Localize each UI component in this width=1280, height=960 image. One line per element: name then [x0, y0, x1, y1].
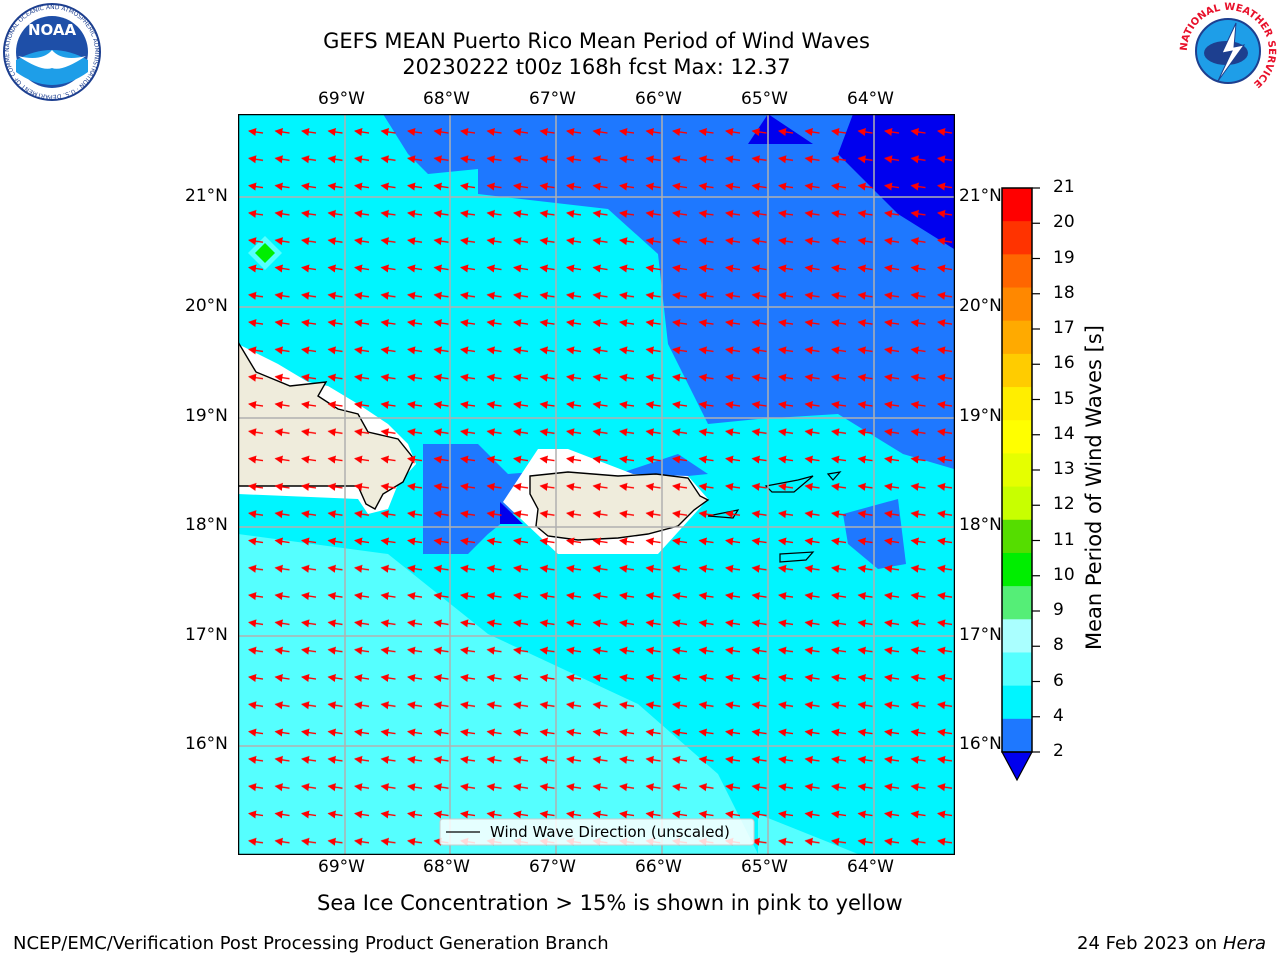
lon-label-top: 64°W: [847, 89, 894, 109]
colorbar-cell: [1002, 287, 1032, 322]
map-grid: [238, 114, 954, 854]
lon-label-bottom: 66°W: [635, 857, 682, 877]
colorbar-tick-label: 10: [1053, 564, 1075, 585]
lon-label-bottom: 68°W: [423, 857, 470, 877]
lon-label-top: 68°W: [423, 89, 470, 109]
lat-label-left: 21°N: [185, 186, 228, 206]
lon-label-top: 69°W: [318, 89, 365, 109]
lat-label-right: 21°N: [959, 186, 1002, 206]
colorbar-tick-label: 11: [1053, 529, 1075, 550]
colorbar-cell: [1002, 387, 1032, 421]
lat-label-right: 19°N: [959, 406, 1002, 426]
footer-date-text: 24 Feb 2023 on: [1077, 933, 1218, 954]
lon-label-bottom: 64°W: [847, 857, 894, 877]
lat-label-left: 20°N: [185, 296, 228, 316]
colorbar-cell: [1002, 486, 1032, 521]
footer-date: 24 Feb 2023 on Hera: [1077, 933, 1266, 954]
colorbar-tick-label: 8: [1053, 635, 1064, 656]
colorbar-tick-label: 15: [1053, 388, 1075, 409]
colorbar-tick-label: 21: [1053, 177, 1075, 197]
footer-host: Hera: [1222, 933, 1266, 954]
colorbar-extend-arrow: [1000, 751, 1034, 782]
lat-label-right: 17°N: [959, 625, 1002, 645]
lon-label-top: 65°W: [741, 89, 788, 109]
map-frame: [238, 114, 955, 855]
colorbar-cell: [1002, 685, 1032, 720]
colorbar-cell: [1002, 188, 1032, 222]
footer-credit: NCEP/EMC/Verification Post Processing Pr…: [13, 933, 609, 954]
map-legend: [439, 818, 755, 846]
colorbar-tick-label: 13: [1053, 459, 1075, 479]
lon-label-top: 67°W: [529, 89, 576, 109]
colorbar-cell: [1002, 552, 1032, 587]
colorbar-tick-label: 2: [1053, 741, 1064, 761]
colorbar-tick-label: 12: [1053, 494, 1075, 515]
colorbar-tick-label: 6: [1053, 670, 1064, 691]
lat-label-right: 16°N: [959, 734, 1002, 754]
chart-subtitle: 20230222 t00z 168h fcst Max: 12.37: [402, 55, 791, 79]
map-panel: Wind Wave Direction (unscaled): [238, 114, 955, 855]
colorbar-tick-label: 14: [1053, 423, 1075, 444]
lat-label-left: 19°N: [185, 406, 228, 426]
noaa-logo-text: NOAA: [28, 21, 77, 39]
colorbar-cell: [1002, 586, 1032, 620]
colorbar-tick-label: 18: [1053, 282, 1075, 303]
colorbar-tick-label: 19: [1053, 247, 1075, 268]
colorbar-cell: [1002, 254, 1032, 289]
colorbar-cell: [1002, 619, 1032, 653]
colorbar-cell: [1002, 453, 1032, 488]
colorbar-cell: [1002, 420, 1032, 454]
lat-label-left: 16°N: [185, 734, 228, 754]
lat-label-right: 20°N: [959, 296, 1002, 316]
wind-wave-direction-arrows: [238, 114, 954, 854]
nws-logo-icon: NATIONAL WEATHER SERVICE: [1179, 2, 1277, 99]
colorbar-cell: [1002, 519, 1032, 554]
colorbar: [1000, 187, 1040, 782]
legend-label: Wind Wave Direction (unscaled): [490, 823, 730, 841]
lat-label-left: 18°N: [185, 515, 228, 535]
lon-label-bottom: 67°W: [529, 857, 576, 877]
lon-label-bottom: 65°W: [741, 857, 788, 877]
lon-label-bottom: 69°W: [318, 857, 365, 877]
colorbar-tick-label: 9: [1053, 600, 1064, 620]
colorbar-label: Mean Period of Wind Waves [s]: [1082, 325, 1106, 650]
colorbar-tick-label: 17: [1053, 318, 1075, 338]
lon-label-top: 66°W: [635, 89, 682, 109]
colorbar-cell: [1002, 652, 1032, 687]
colorbar-tick-label: 16: [1053, 353, 1075, 374]
sea-ice-note: Sea Ice Concentration > 15% is shown in …: [317, 891, 903, 915]
colorbar-cell: [1002, 320, 1032, 355]
chart-title: GEFS MEAN Puerto Rico Mean Period of Win…: [323, 29, 870, 53]
lat-label-right: 18°N: [959, 515, 1002, 535]
colorbar-tick-label: 4: [1053, 705, 1064, 726]
colorbar-cell: [1002, 221, 1032, 255]
lat-label-left: 17°N: [185, 625, 228, 645]
noaa-logo-icon: NOAA NATIONAL OCEANIC AND ATMOSPHERIC AD…: [2, 2, 101, 101]
colorbar-cell: [1002, 353, 1032, 388]
colorbar-tick-label: 20: [1053, 212, 1075, 233]
colorbar-cell: [1002, 718, 1032, 753]
